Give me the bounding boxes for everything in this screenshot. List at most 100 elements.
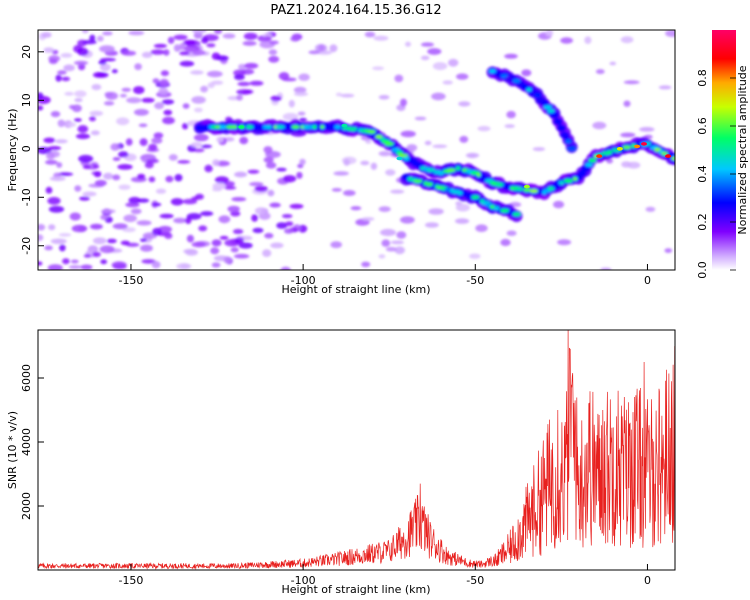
ridge-hotspot <box>616 147 623 151</box>
noise-blob <box>168 154 178 161</box>
y-tick-label: -10 <box>20 188 33 206</box>
noise-blob <box>289 203 304 209</box>
noise-blob <box>664 248 673 254</box>
ridge-blob <box>572 176 578 181</box>
noise-blob <box>89 110 104 116</box>
noise-blob <box>190 70 204 75</box>
noise-blob <box>223 256 232 264</box>
noise-blob <box>82 40 97 45</box>
noise-blob <box>211 239 222 247</box>
noise-blob <box>141 51 153 59</box>
noise-blob <box>317 50 332 55</box>
noise-blob <box>360 160 370 166</box>
noise-blob <box>126 97 142 104</box>
x-tick-label: -100 <box>291 274 316 287</box>
noise-blob <box>152 78 160 84</box>
ridge-blob <box>565 139 572 144</box>
noise-blob <box>420 55 430 61</box>
noise-blob <box>553 200 565 209</box>
noise-blob <box>238 242 253 249</box>
noise-blob <box>179 60 195 67</box>
noise-blob <box>60 53 73 58</box>
noise-blob <box>251 214 258 222</box>
noise-blob <box>139 138 148 147</box>
noise-blob <box>665 30 675 37</box>
ridge-blob <box>517 187 524 191</box>
noise-blob <box>141 259 156 264</box>
y-tick-label: -20 <box>20 237 33 255</box>
ridge-blob <box>348 127 358 132</box>
noise-blob <box>278 72 290 81</box>
noise-blob <box>428 208 444 215</box>
noise-blobs <box>38 30 675 270</box>
noise-blob <box>186 213 202 220</box>
noise-blob <box>532 147 546 152</box>
ridge-blob <box>550 111 559 119</box>
ridge-blob <box>553 118 563 126</box>
noise-blob <box>47 197 61 205</box>
noise-blob <box>103 101 115 106</box>
noise-blob <box>231 197 247 202</box>
noise-blob <box>431 92 446 101</box>
noise-blob <box>456 73 469 80</box>
noise-blob <box>500 238 511 247</box>
noise-blob <box>506 230 517 236</box>
noise-blob <box>112 174 121 181</box>
noise-blob <box>282 214 293 219</box>
ridge-blob <box>529 189 539 193</box>
noise-blob <box>233 69 246 77</box>
noise-blob <box>378 254 386 259</box>
noise-blob <box>236 94 243 101</box>
noise-blob <box>247 169 260 174</box>
noise-blob <box>623 100 631 107</box>
noise-blob <box>96 35 104 42</box>
ridge-blob <box>457 191 463 195</box>
noise-blob <box>232 228 244 235</box>
noise-blob <box>333 171 350 176</box>
ridge-blob <box>622 145 632 150</box>
noise-blob <box>206 43 216 48</box>
noise-blob <box>390 240 404 245</box>
noise-blob <box>151 202 162 207</box>
noise-blob <box>210 247 220 255</box>
ridge-blob <box>606 150 613 155</box>
noise-blob <box>78 154 94 163</box>
noise-blob <box>475 224 488 232</box>
noise-blob <box>545 30 554 37</box>
noise-blob <box>125 138 133 146</box>
noise-blob <box>121 50 137 56</box>
noise-blob <box>592 121 607 130</box>
noise-blob <box>263 146 273 154</box>
ridge-blob <box>312 125 317 129</box>
noise-blob <box>182 198 198 205</box>
noise-blob <box>282 112 299 121</box>
ridge-blob <box>543 105 552 110</box>
noise-blob <box>46 152 55 160</box>
noise-blob <box>230 211 241 217</box>
colorbar-tick-label: 0.4 <box>696 165 709 183</box>
noise-blob <box>424 140 432 146</box>
noise-blob <box>55 139 68 144</box>
noise-blob <box>165 175 174 183</box>
ridge-blob <box>425 168 436 173</box>
noise-blob <box>267 189 275 197</box>
ridge-blob <box>489 69 496 74</box>
noise-blob <box>99 45 115 53</box>
ridge-blob <box>500 208 510 213</box>
noise-blob <box>234 171 248 178</box>
noise-blob <box>133 86 145 95</box>
noise-blob <box>134 63 142 71</box>
noise-blob <box>105 91 118 100</box>
ridge-blob <box>585 162 593 167</box>
noise-blob <box>151 261 161 269</box>
noise-blob <box>584 36 592 44</box>
ridge-blob <box>558 180 565 185</box>
noise-blob <box>92 237 107 245</box>
y-tick-label: 20 <box>20 45 33 59</box>
noise-blob <box>214 176 229 184</box>
noise-blob <box>99 63 111 72</box>
noise-blob <box>158 87 169 96</box>
noise-blob <box>38 105 44 111</box>
noise-blob <box>173 217 187 224</box>
ridge-blob <box>425 182 433 187</box>
